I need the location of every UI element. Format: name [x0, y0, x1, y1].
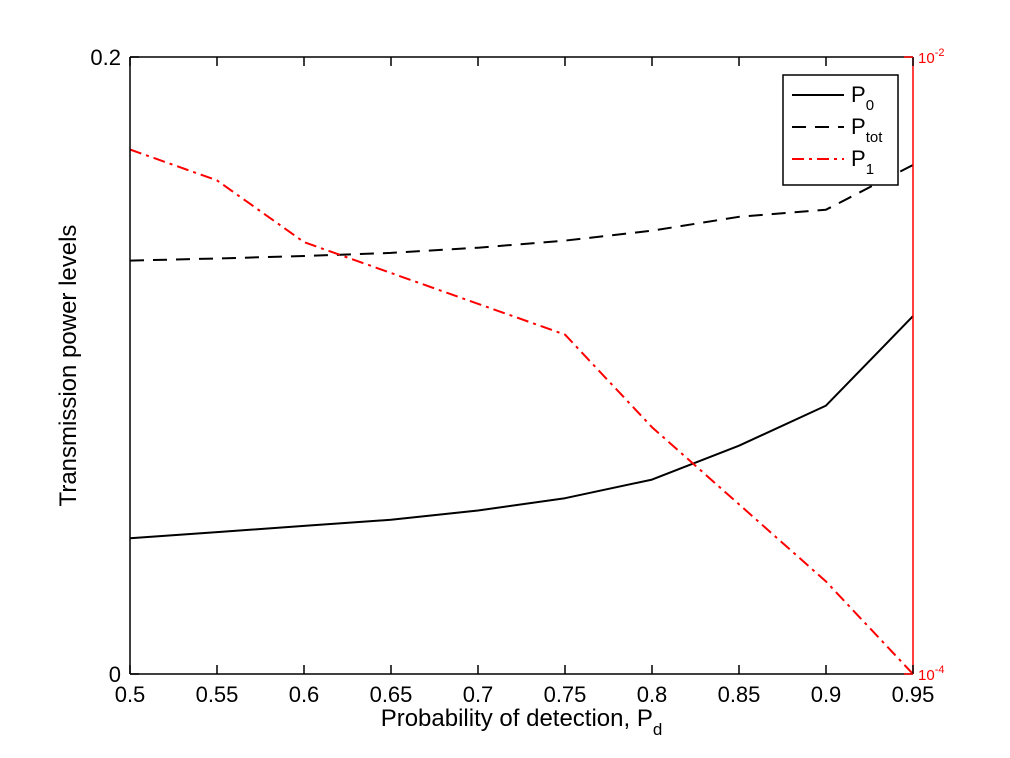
legend-label-base: P: [851, 114, 866, 139]
legend-label-sub: 0: [866, 97, 874, 114]
x-tick-label: 0.5: [115, 682, 146, 707]
legend-label-base: P: [851, 146, 866, 171]
series-line-p0: [129, 315, 914, 540]
legend-label-sub: 1: [866, 161, 874, 178]
x-tick-label: 0.55: [196, 682, 239, 707]
y2-tick-base: 10: [918, 50, 935, 67]
x-axis-label: Probability of detection, Pd: [381, 705, 663, 739]
x-tick-label: 0.9: [811, 682, 842, 707]
y2-tick-label: 10-2: [918, 47, 944, 67]
y-axis-label: Transmission power levels: [55, 225, 82, 507]
x-tick-label: 0.6: [289, 682, 320, 707]
y-tick-label: 0.2: [90, 45, 121, 70]
x-tick-label: 0.75: [544, 682, 587, 707]
legend-label-1: Ptot: [851, 114, 883, 146]
series-line-ptot: [129, 164, 914, 262]
legend-box: [782, 74, 899, 186]
labels-layer: 0.5 0.55 0.6 0.65 0.7 0.75 0.8 0.85 0.9 0.95 0 0.2 1…: [55, 45, 944, 739]
y2-tick-label: 10-4: [918, 664, 944, 684]
legend-label-2: P1: [851, 146, 874, 178]
y2-tick-exp: -2: [935, 47, 945, 59]
x-axis-label-sub: d: [653, 720, 662, 739]
legend-label-0: P0: [851, 82, 874, 114]
x-tick-label: 0.8: [637, 682, 668, 707]
x-tick-label: 0.95: [892, 682, 935, 707]
x-tick-label: 0.85: [718, 682, 761, 707]
y-tick-label: 0: [109, 662, 121, 687]
series-line-p1: [129, 148, 914, 675]
legend-label-sub: tot: [866, 129, 884, 146]
legend-label-base: P: [851, 82, 866, 107]
x-tick-label: 0.7: [463, 682, 494, 707]
lines-layer: [129, 148, 914, 675]
x-axis-label-main: Probability of detection, P: [381, 705, 653, 732]
x-tick-label: 0.65: [370, 682, 413, 707]
y2-tick-base: 10: [918, 667, 935, 684]
axes-layer: [129, 56, 914, 675]
y2-tick-exp: -4: [935, 664, 945, 676]
